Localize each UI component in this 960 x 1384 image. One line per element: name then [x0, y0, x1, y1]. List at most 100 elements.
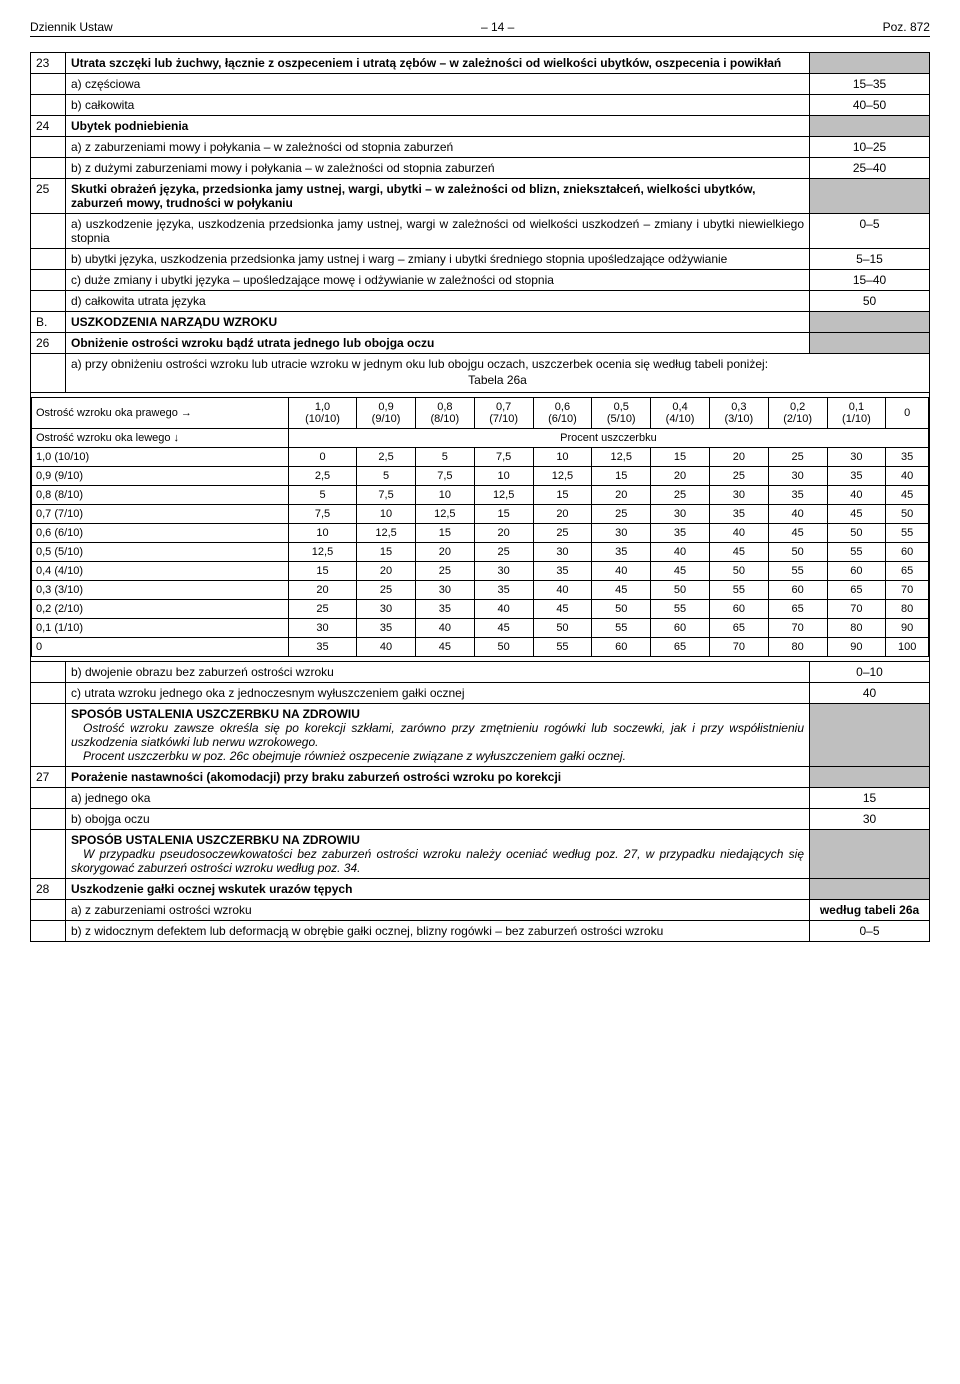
vision-cell: 50 [827, 524, 886, 543]
row-number [31, 809, 66, 830]
vision-cell: 12,5 [288, 543, 356, 562]
vision-row-header: 0,1 (1/10) [32, 619, 289, 638]
vision-cell: 60 [709, 600, 768, 619]
header-right: Poz. 872 [883, 20, 930, 34]
vision-col-header: 0,2(2/10) [768, 398, 827, 429]
sposob2-row: SPOSÓB USTALENIA USZCZERBKU NA ZDROWIU W… [31, 830, 930, 879]
vision-cell: 25 [709, 467, 768, 486]
vision-cell: 25 [415, 562, 474, 581]
vision-cell: 30 [592, 524, 651, 543]
table-row: b) z dużymi zaburzeniami mowy i połykani… [31, 158, 930, 179]
row-value: 0–5 [810, 921, 930, 942]
row-text: USZKODZENIA NARZĄDU WZROKU [66, 312, 810, 333]
vision-cell: 40 [886, 467, 929, 486]
row-number [31, 74, 66, 95]
vision-cell: 20 [592, 486, 651, 505]
row-number [31, 214, 66, 249]
table-row: a) z zaburzeniami mowy i połykania – w z… [31, 137, 930, 158]
vision-cell: 65 [886, 562, 929, 581]
vision-cell: 35 [415, 600, 474, 619]
row-value [810, 53, 930, 74]
row-number [31, 683, 66, 704]
vision-cell: 12,5 [357, 524, 416, 543]
vision-cell: 45 [592, 581, 651, 600]
row-text: Uszkodzenie gałki ocznej wskutek urazów … [66, 879, 810, 900]
table-row: b) z widocznym defektem lub deformacją w… [31, 921, 930, 942]
vision-corner-top: Ostrość wzroku oka prawego → [32, 398, 289, 429]
vision-row-header: 0,2 (2/10) [32, 600, 289, 619]
vision-cell: 55 [709, 581, 768, 600]
vision-cell: 30 [651, 505, 710, 524]
vision-cell: 90 [886, 619, 929, 638]
vision-cell: 65 [768, 600, 827, 619]
vision-cell: 20 [474, 524, 533, 543]
vision-cell: 25 [533, 524, 592, 543]
table-row: 24Ubytek podniebienia [31, 116, 930, 137]
table-row: 26Obniżenie ostrości wzroku bądź utrata … [31, 333, 930, 354]
row-number: 25 [31, 179, 66, 214]
vision-cell: 55 [651, 600, 710, 619]
vision-corner-left: Ostrość wzroku oka lewego ↓ [32, 429, 289, 448]
vision-cell: 65 [827, 581, 886, 600]
vision-cell: 40 [474, 600, 533, 619]
vision-cell: 70 [886, 581, 929, 600]
sposob1-p1: Ostrość wzroku zawsze określa się po kor… [71, 721, 804, 749]
sposob2-title: SPOSÓB USTALENIA USZCZERBKU NA ZDROWIU [71, 833, 804, 847]
row-value: 5–15 [810, 249, 930, 270]
vision-cell: 90 [827, 638, 886, 657]
row-number: 27 [31, 767, 66, 788]
row-value: 40–50 [810, 95, 930, 116]
table-row: 28Uszkodzenie gałki ocznej wskutek urazó… [31, 879, 930, 900]
row-number: 23 [31, 53, 66, 74]
vision-cell: 55 [886, 524, 929, 543]
vision-cell: 12,5 [533, 467, 592, 486]
vision-cell: 50 [592, 600, 651, 619]
row-value [810, 116, 930, 137]
vision-col-header: 0,1(1/10) [827, 398, 886, 429]
vision-table: Ostrość wzroku oka prawego →1,0(10/10)0,… [31, 397, 929, 657]
vision-cell: 7,5 [288, 505, 356, 524]
table-row: 23Utrata szczęki lub żuchwy, łącznie z o… [31, 53, 930, 74]
vision-cell: 60 [886, 543, 929, 562]
vision-cell: 80 [827, 619, 886, 638]
row-26a-intro: a) przy obniżeniu ostrości wzroku lub ut… [31, 354, 930, 393]
table-row: a) częściowa15–35 [31, 74, 930, 95]
sposob1-p2: Procent uszczerbku w poz. 26c obejmuje r… [71, 749, 804, 763]
vision-cell: 80 [886, 600, 929, 619]
vision-cell: 50 [886, 505, 929, 524]
vision-row-header: 0 [32, 638, 289, 657]
vision-cell: 25 [357, 581, 416, 600]
vision-cell: 10 [474, 467, 533, 486]
row-text: b) z dużymi zaburzeniami mowy i połykani… [66, 158, 810, 179]
vision-cell: 25 [768, 448, 827, 467]
row-value: 40 [810, 683, 930, 704]
vision-cell: 35 [533, 562, 592, 581]
vision-row-header: 0,7 (7/10) [32, 505, 289, 524]
row-number [31, 158, 66, 179]
row-text: a) z zaburzeniami mowy i połykania – w z… [66, 137, 810, 158]
vision-col-header: 0,6(6/10) [533, 398, 592, 429]
vision-col-header: 0,9(9/10) [357, 398, 416, 429]
table-row: 25Skutki obrażeń języka, przedsionka jam… [31, 179, 930, 214]
row-text: a) z zaburzeniami ostrości wzroku [66, 900, 810, 921]
row-text: Porażenie nastawności (akomodacji) przy … [66, 767, 810, 788]
vision-cell: 45 [415, 638, 474, 657]
vision-cell: 5 [415, 448, 474, 467]
vision-cell: 60 [651, 619, 710, 638]
vision-cell: 15 [415, 524, 474, 543]
vision-cell: 35 [357, 619, 416, 638]
vision-cell: 40 [709, 524, 768, 543]
sposob1-title: SPOSÓB USTALENIA USZCZERBKU NA ZDROWIU [71, 707, 804, 721]
vision-cell: 10 [533, 448, 592, 467]
vision-cell: 30 [415, 581, 474, 600]
vision-cell: 65 [709, 619, 768, 638]
vision-cell: 40 [592, 562, 651, 581]
vision-cell: 40 [768, 505, 827, 524]
vision-col-header: 0,4(4/10) [651, 398, 710, 429]
row-text: b) dwojenie obrazu bez zaburzeń ostrości… [66, 662, 810, 683]
header-mid: – 14 – [481, 20, 514, 34]
vision-row-header: 0,4 (4/10) [32, 562, 289, 581]
table-row: b) całkowita40–50 [31, 95, 930, 116]
vision-cell: 45 [533, 600, 592, 619]
vision-row-header: 1,0 (10/10) [32, 448, 289, 467]
